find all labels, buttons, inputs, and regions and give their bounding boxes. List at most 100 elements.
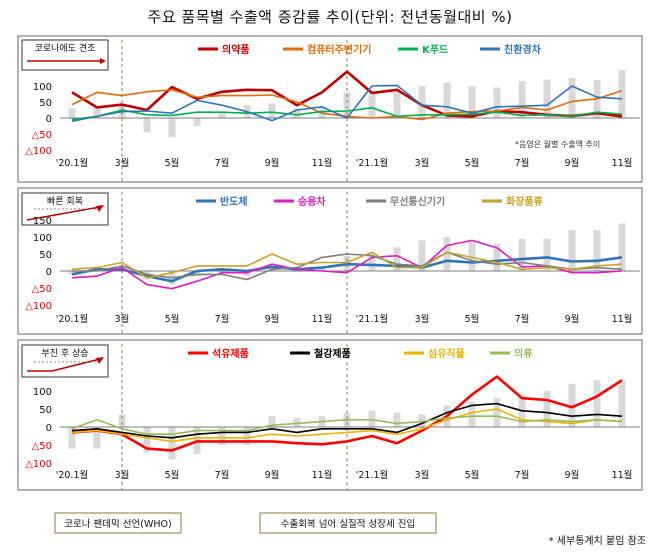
y-tick-label: 50 [39, 405, 52, 416]
x-tick-label: '21.1월 [356, 157, 389, 169]
x-tick-label: 9월 [265, 469, 280, 481]
export-bar [143, 427, 151, 453]
export-bar [493, 243, 501, 271]
panel-arrow-head [96, 357, 104, 364]
pandemic-label: 코로나 팬데믹 선언(WHO) [64, 518, 171, 530]
export-bar [418, 414, 426, 427]
legend-label: 철강제품 [314, 347, 351, 360]
y-tick-label: △100 [25, 146, 52, 157]
export-bar [593, 230, 601, 271]
x-tick-label: 7월 [215, 469, 230, 481]
export-bar [243, 271, 251, 277]
x-tick-label: 3월 [115, 157, 130, 169]
panel-frame [17, 339, 643, 491]
x-tick-label: 3월 [415, 469, 430, 481]
export-bar [418, 86, 426, 118]
export-bar [618, 223, 626, 271]
export-bar [443, 82, 451, 118]
x-tick-label: 3월 [115, 469, 130, 481]
pandemic-label-box [54, 512, 182, 534]
y-tick-label: 50 [39, 250, 52, 261]
export-bar [218, 427, 226, 445]
legend-label: 의약품 [222, 43, 250, 56]
export-bar [368, 410, 376, 427]
x-tick-label: '21.1월 [356, 469, 389, 481]
legend-label: 반도체 [220, 195, 248, 208]
panel-label: 빠른 회복 [47, 196, 83, 207]
series-line [71, 89, 623, 121]
x-tick-label: 11월 [312, 157, 333, 169]
legend-label: 무선통신기기 [390, 195, 445, 208]
export-bar [493, 87, 501, 118]
series-line [71, 251, 623, 279]
export-bar [168, 427, 176, 460]
export-bar [568, 230, 576, 271]
chart-note: *음영은 월별 수출액 추이 [515, 139, 600, 149]
panel-label-box [21, 39, 109, 71]
legend-label: 컴퓨터주변기기 [307, 43, 371, 56]
x-tick-label: 11월 [312, 313, 333, 325]
export-bar [293, 108, 301, 118]
x-tick-label: 3월 [415, 157, 430, 169]
x-tick-label: 5월 [465, 469, 480, 481]
export-bar [268, 265, 276, 271]
export-bar [593, 380, 601, 427]
series-line [71, 415, 623, 436]
series-line [71, 402, 623, 439]
chart-title: 주요 품목별 수출액 증감률 추이(단위: 전년동월대비 %) [147, 8, 513, 26]
x-tick-label: 7월 [515, 469, 530, 481]
export-bar [268, 416, 276, 427]
y-tick-label: 100 [33, 387, 52, 398]
export-bar [393, 247, 401, 271]
x-tick-label: 3월 [115, 313, 130, 325]
series-line [71, 70, 623, 118]
x-tick-label: 9월 [265, 313, 280, 325]
export-bar [443, 237, 451, 271]
export-bar [543, 391, 551, 427]
export-bar [193, 271, 201, 277]
recovery-label-box [259, 512, 437, 534]
series-line [71, 239, 623, 290]
x-tick-label: 5월 [465, 157, 480, 169]
export-bar [168, 118, 176, 138]
y-tick-label: 100 [33, 82, 52, 93]
y-tick-label: 0 [46, 267, 52, 278]
panel-arrow-head [96, 205, 104, 212]
export-bar [468, 401, 476, 427]
panel-arrow [27, 358, 101, 372]
export-bar [318, 267, 326, 271]
y-tick-label: 0 [46, 423, 52, 434]
export-bar [193, 118, 201, 126]
x-tick-label: 5월 [165, 469, 180, 481]
export-bar [393, 412, 401, 427]
export-bar [368, 254, 376, 271]
x-tick-label: 11월 [612, 313, 633, 325]
x-tick-label: 7월 [515, 157, 530, 169]
recovery-label: 수출회복 넘어 실질적 성장세 진입 [281, 518, 415, 530]
export-bar [268, 103, 276, 118]
export-bar [218, 111, 226, 118]
export-bar [418, 240, 426, 271]
legend-label: 섬유직물 [428, 347, 465, 360]
x-tick-label: 9월 [265, 157, 280, 169]
export-bar [143, 118, 151, 133]
x-tick-label: 9월 [565, 469, 580, 481]
export-bar [468, 86, 476, 118]
legend-label: 친환경차 [504, 43, 542, 56]
x-tick-label: 7월 [215, 313, 230, 325]
export-bar [68, 427, 76, 449]
export-bar [468, 242, 476, 271]
panel-frame [17, 35, 643, 183]
export-bar [68, 271, 76, 275]
x-tick-label: 9월 [565, 157, 580, 169]
source-note: * 세부통계치 붙임 참조 [549, 534, 646, 547]
export-bar [218, 271, 226, 273]
panel-label-box [21, 192, 109, 226]
x-tick-label: '20.1월 [56, 313, 89, 325]
panel-arrow-head [100, 58, 106, 64]
export-bar [493, 398, 501, 427]
x-tick-label: 9월 [565, 313, 580, 325]
x-tick-label: 7월 [515, 313, 530, 325]
export-bar [543, 238, 551, 271]
